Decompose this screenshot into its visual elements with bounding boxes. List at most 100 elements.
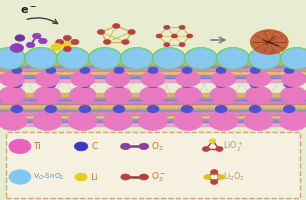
Polygon shape [0, 115, 306, 118]
Circle shape [248, 47, 282, 69]
Circle shape [71, 39, 79, 45]
Circle shape [147, 81, 159, 88]
Polygon shape [0, 108, 306, 111]
Circle shape [138, 111, 168, 131]
Circle shape [209, 111, 238, 131]
Circle shape [250, 67, 260, 74]
Circle shape [69, 86, 96, 104]
Polygon shape [0, 111, 306, 115]
Circle shape [181, 105, 193, 113]
Circle shape [33, 111, 62, 131]
Circle shape [171, 34, 177, 38]
Circle shape [39, 38, 47, 44]
Circle shape [46, 67, 56, 74]
Circle shape [209, 139, 216, 143]
Circle shape [113, 105, 125, 113]
Circle shape [164, 43, 170, 47]
Circle shape [58, 48, 88, 68]
Circle shape [90, 48, 120, 68]
Circle shape [215, 105, 227, 113]
Circle shape [211, 180, 218, 184]
Circle shape [32, 33, 41, 39]
Circle shape [51, 43, 62, 51]
Text: Ti: Ti [33, 142, 41, 151]
Circle shape [215, 81, 226, 88]
Circle shape [186, 48, 216, 68]
Circle shape [217, 175, 225, 179]
Circle shape [280, 86, 306, 104]
Circle shape [63, 46, 71, 52]
Circle shape [113, 24, 120, 28]
Circle shape [97, 30, 105, 34]
Circle shape [283, 105, 295, 113]
Circle shape [45, 81, 56, 88]
Circle shape [121, 174, 130, 180]
Circle shape [0, 48, 24, 68]
Circle shape [141, 71, 165, 87]
Circle shape [218, 48, 248, 68]
Circle shape [34, 86, 61, 104]
Polygon shape [0, 100, 306, 104]
FancyBboxPatch shape [6, 132, 300, 198]
Polygon shape [0, 78, 306, 82]
Circle shape [121, 143, 130, 150]
Circle shape [284, 81, 295, 88]
Circle shape [140, 86, 166, 104]
Circle shape [175, 86, 202, 104]
Circle shape [128, 30, 135, 34]
Circle shape [184, 47, 218, 69]
Circle shape [216, 147, 223, 151]
Circle shape [211, 170, 218, 174]
Text: V$_O$-SnO$_2$: V$_O$-SnO$_2$ [33, 172, 65, 182]
Circle shape [250, 30, 288, 54]
Circle shape [187, 34, 193, 38]
Polygon shape [0, 97, 306, 100]
Circle shape [88, 47, 122, 69]
Circle shape [179, 43, 185, 47]
Circle shape [250, 48, 280, 68]
Circle shape [45, 105, 57, 113]
Circle shape [122, 40, 129, 44]
Circle shape [70, 71, 95, 87]
Circle shape [279, 111, 306, 131]
Circle shape [114, 67, 124, 74]
Circle shape [139, 143, 149, 150]
Text: Li: Li [90, 172, 98, 182]
Circle shape [211, 71, 236, 87]
Circle shape [284, 67, 294, 74]
Circle shape [11, 81, 22, 88]
Circle shape [174, 111, 203, 131]
Circle shape [9, 170, 31, 184]
Polygon shape [0, 60, 306, 64]
Circle shape [26, 42, 35, 48]
Text: O$_2^-$: O$_2^-$ [151, 170, 166, 184]
Circle shape [156, 34, 162, 38]
Polygon shape [0, 93, 306, 97]
Circle shape [245, 86, 272, 104]
Circle shape [282, 71, 306, 87]
Polygon shape [0, 122, 306, 126]
Polygon shape [0, 74, 306, 78]
Circle shape [35, 71, 60, 87]
FancyArrowPatch shape [27, 18, 58, 24]
Circle shape [56, 39, 64, 45]
Polygon shape [0, 118, 306, 122]
Circle shape [202, 147, 210, 151]
Circle shape [114, 81, 125, 88]
Circle shape [139, 174, 148, 180]
Circle shape [182, 67, 192, 74]
Circle shape [176, 71, 200, 87]
Circle shape [75, 173, 87, 181]
Circle shape [0, 47, 26, 69]
Polygon shape [0, 71, 306, 74]
FancyBboxPatch shape [0, 0, 306, 128]
Circle shape [10, 44, 24, 52]
Circle shape [216, 47, 250, 69]
Circle shape [0, 111, 27, 131]
Circle shape [9, 139, 31, 154]
Circle shape [282, 48, 306, 68]
Circle shape [56, 47, 90, 69]
Circle shape [204, 175, 211, 179]
Circle shape [24, 47, 58, 69]
Circle shape [122, 48, 152, 68]
